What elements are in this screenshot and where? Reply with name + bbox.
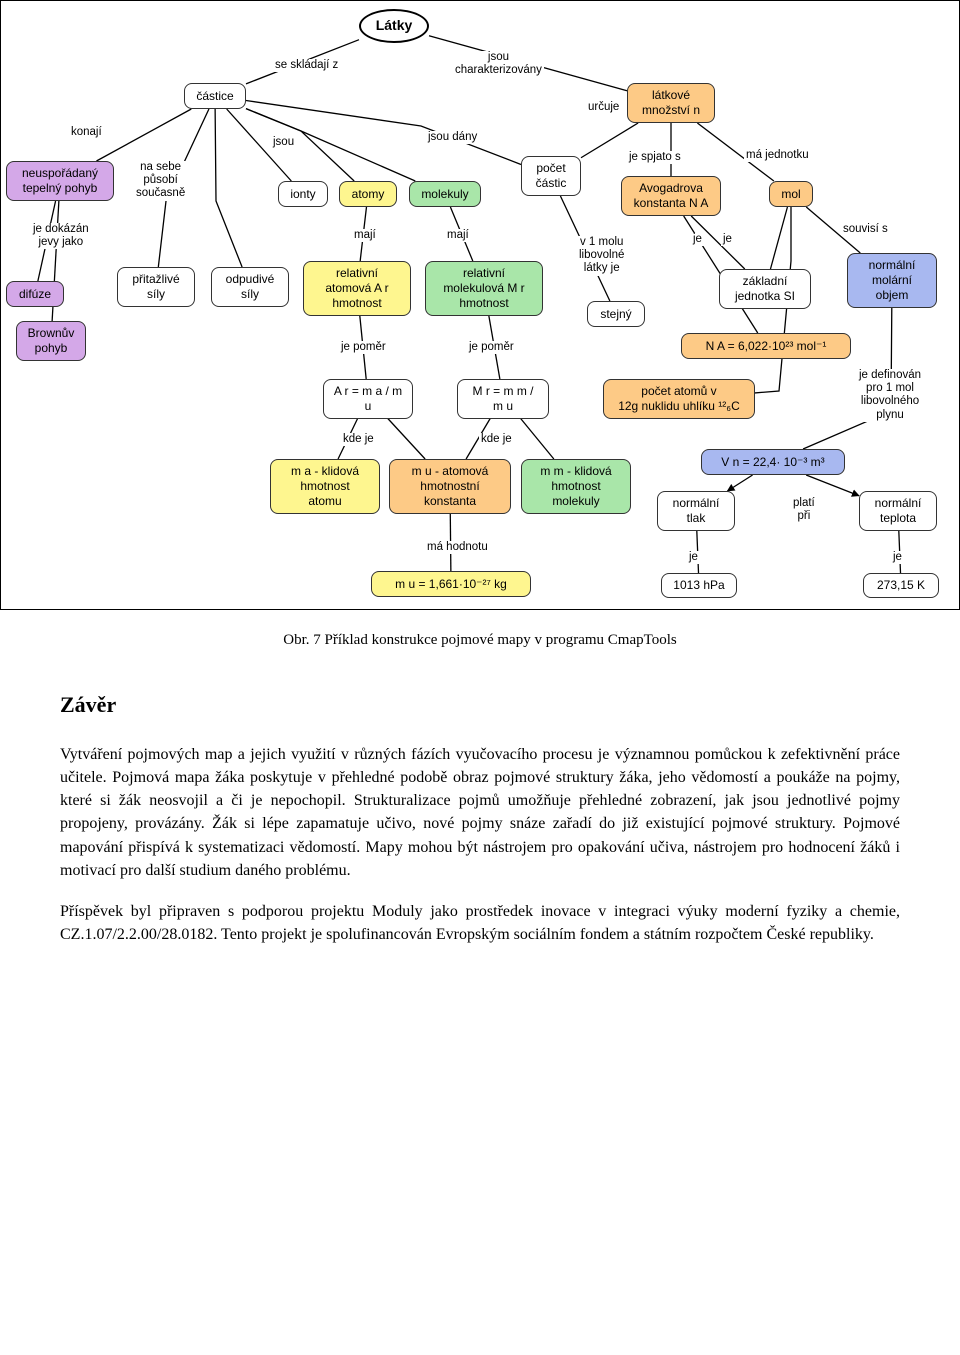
node-27315k: 273,15 K [863,573,939,598]
edge [246,109,354,181]
node-vn-hodnota: V n = 22,4· 10⁻³ m³ [701,449,845,475]
node-zakl-jednotka: základní jednotka SI [719,269,811,309]
edge-label: jsou charakterizovány [453,51,544,77]
edge-label: je [891,551,904,564]
concept-map-diagram: Látky částice neuspořádaný tepelný pohyb di… [0,0,960,610]
node-latkove-mnozstvi: látkové množství n [627,83,715,123]
node-ma-klid: m a - klidová hmotnost atomu [270,459,380,514]
edge-label: kde je [479,433,514,446]
node-molekuly: molekuly [409,181,481,207]
edge-label: na sebe působí současně [134,161,187,201]
node-avogadrova: Avogadrova konstanta N A [621,176,721,216]
edge-label: souvisí s [841,223,890,236]
node-mol: mol [769,181,813,207]
node-castice: částice [184,83,246,109]
edge-label: je dokázán jevy jako [31,223,91,249]
node-norm-tlak: normální tlak [657,491,735,531]
node-pocet-castic: počet částic [521,156,581,196]
node-norm-teplota: normální teplota [859,491,937,531]
edge-label: je [687,551,700,564]
edge-label: je [691,233,704,246]
edge-label: konají [69,126,104,139]
node-ar-vzorec: A r = m a / m u [323,379,413,419]
node-mm-klid: m m - klidová hmotnost molekuly [521,459,631,514]
edge [246,101,521,165]
edge [385,415,426,459]
edge [215,109,242,267]
figure-caption: Obr. 7 Příklad konstrukce pojmové mapy v… [0,632,960,649]
edge-label: je [721,233,734,246]
body-text: Závěr Vytváření pojmových map a jejich v… [0,689,960,946]
edge [727,475,752,491]
edge [770,207,787,269]
node-na-hodnota: N A = 6,022·10²³ mol⁻¹ [681,333,851,359]
node-1013hpa: 1013 hPa [661,573,737,598]
node-rel-mol-hm: relativní molekulová M r hmotnost [425,261,543,316]
edge-label: má jednotku [744,149,811,162]
paragraph-2: Příspěvek byl připraven s podporou proje… [60,900,900,946]
node-mr-vzorec: M r = m m / m u [457,379,549,419]
edge [96,109,191,161]
edge-label: je poměr [467,341,516,354]
edge-label: je definován pro 1 mol libovolného plynu [857,369,923,422]
edge-label: v 1 molu libovolné látky je [577,236,626,276]
node-brownuv: Brownův pohyb [16,321,86,361]
node-latky: Látky [359,9,429,43]
edge-label: kde je [341,433,376,446]
node-pocet-atomu: počet atomů v 12g nuklidu uhlíku ¹²₆C [603,379,755,419]
edge [806,475,859,496]
edge-label: jsou dány [426,131,479,144]
edge-label: je spjato s [627,151,683,164]
node-atomy: atomy [339,181,397,207]
edge-label: mají [445,229,471,242]
edge-label: se skládají z [273,59,340,72]
node-difuze: difúze [6,281,64,307]
node-neusporadany: neuspořádaný tepelný pohyb [6,161,114,201]
node-ionty: ionty [278,181,328,207]
node-mu-konst: m u - atomová hmotnostní konstanta [389,459,511,514]
edge-label: určuje [586,101,621,114]
edge-label: platí při [791,497,817,523]
section-heading: Závěr [60,689,900,721]
edge-label: mají [352,229,378,242]
edge-label: jsou [271,136,296,149]
edge-label: má hodnotu [425,541,490,554]
node-mu-hodnota: m u = 1,661·10⁻²⁷ kg [371,571,531,597]
node-rel-atom-hm: relativní atomová A r hmotnost [303,261,411,316]
node-stejny: stejný [587,301,645,327]
node-normalni-objem: normální molární objem [847,253,937,308]
edge-label: je poměr [339,341,388,354]
paragraph-1: Vytváření pojmových map a jejich využití… [60,743,900,882]
edge [518,415,554,459]
node-odpudive: odpudivé síly [211,267,289,307]
node-pritazlive: přitažlivé síly [117,267,195,307]
